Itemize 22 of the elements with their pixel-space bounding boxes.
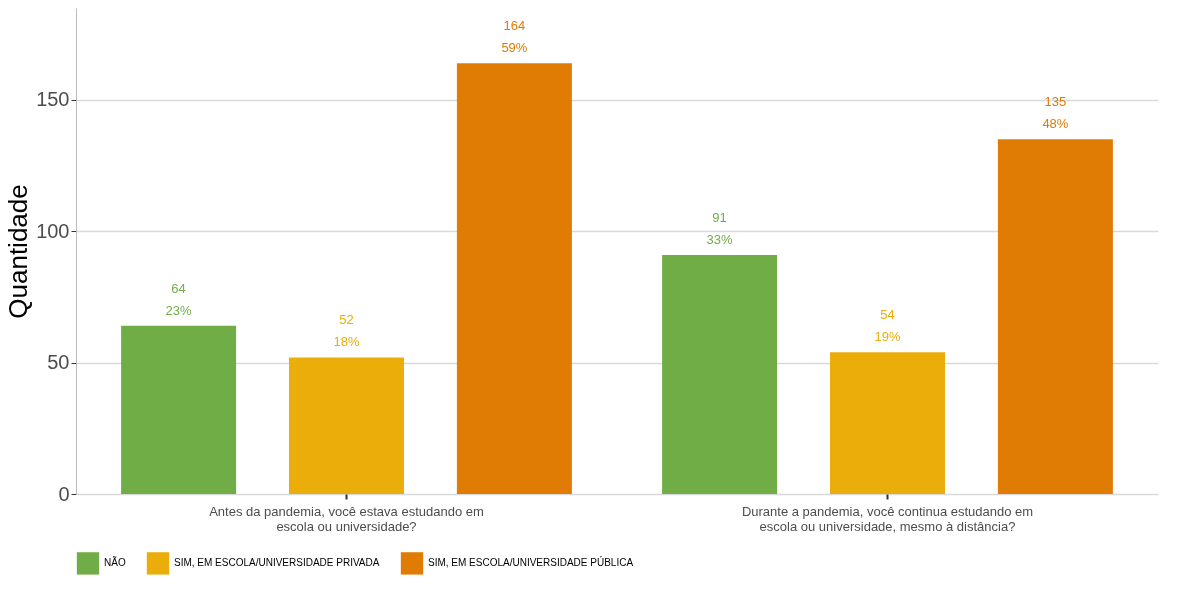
bar — [662, 254, 778, 494]
y-tick-label: 50 — [47, 351, 70, 374]
text: 52 18% — [333, 312, 360, 350]
bar — [289, 357, 404, 494]
bar — [456, 63, 572, 494]
text: 91 33% — [706, 209, 733, 247]
y-tick-label: 0 — [58, 482, 70, 505]
x-tick-label: Durante a pandemia, você continua estudando em escola ou universidade, mesmo à distância? — [741, 503, 1034, 534]
y-axis-title: Quantidade — [3, 184, 34, 319]
legend-label: NÃO — [104, 556, 126, 569]
legend-label: SIM, EM ESCOLA/UNIVERSIDADE PRIVADA — [174, 557, 380, 569]
y-tick-label: 150 — [36, 88, 70, 111]
bar — [121, 325, 237, 494]
text: 164 59% — [501, 18, 528, 56]
bar — [997, 139, 1113, 494]
text: 64 23% — [165, 280, 192, 318]
y-tick-label: 100 — [36, 219, 70, 242]
text: 54 19% — [874, 307, 901, 345]
text: 135 48% — [1042, 94, 1069, 132]
x-tick-label: Antes da pandemia, você estava estudando em escola ou universidade? — [209, 503, 484, 534]
legend-label: SIM, EM ESCOLA/UNIVERSIDADE PÚBLICA — [428, 556, 634, 569]
bar — [830, 352, 945, 494]
